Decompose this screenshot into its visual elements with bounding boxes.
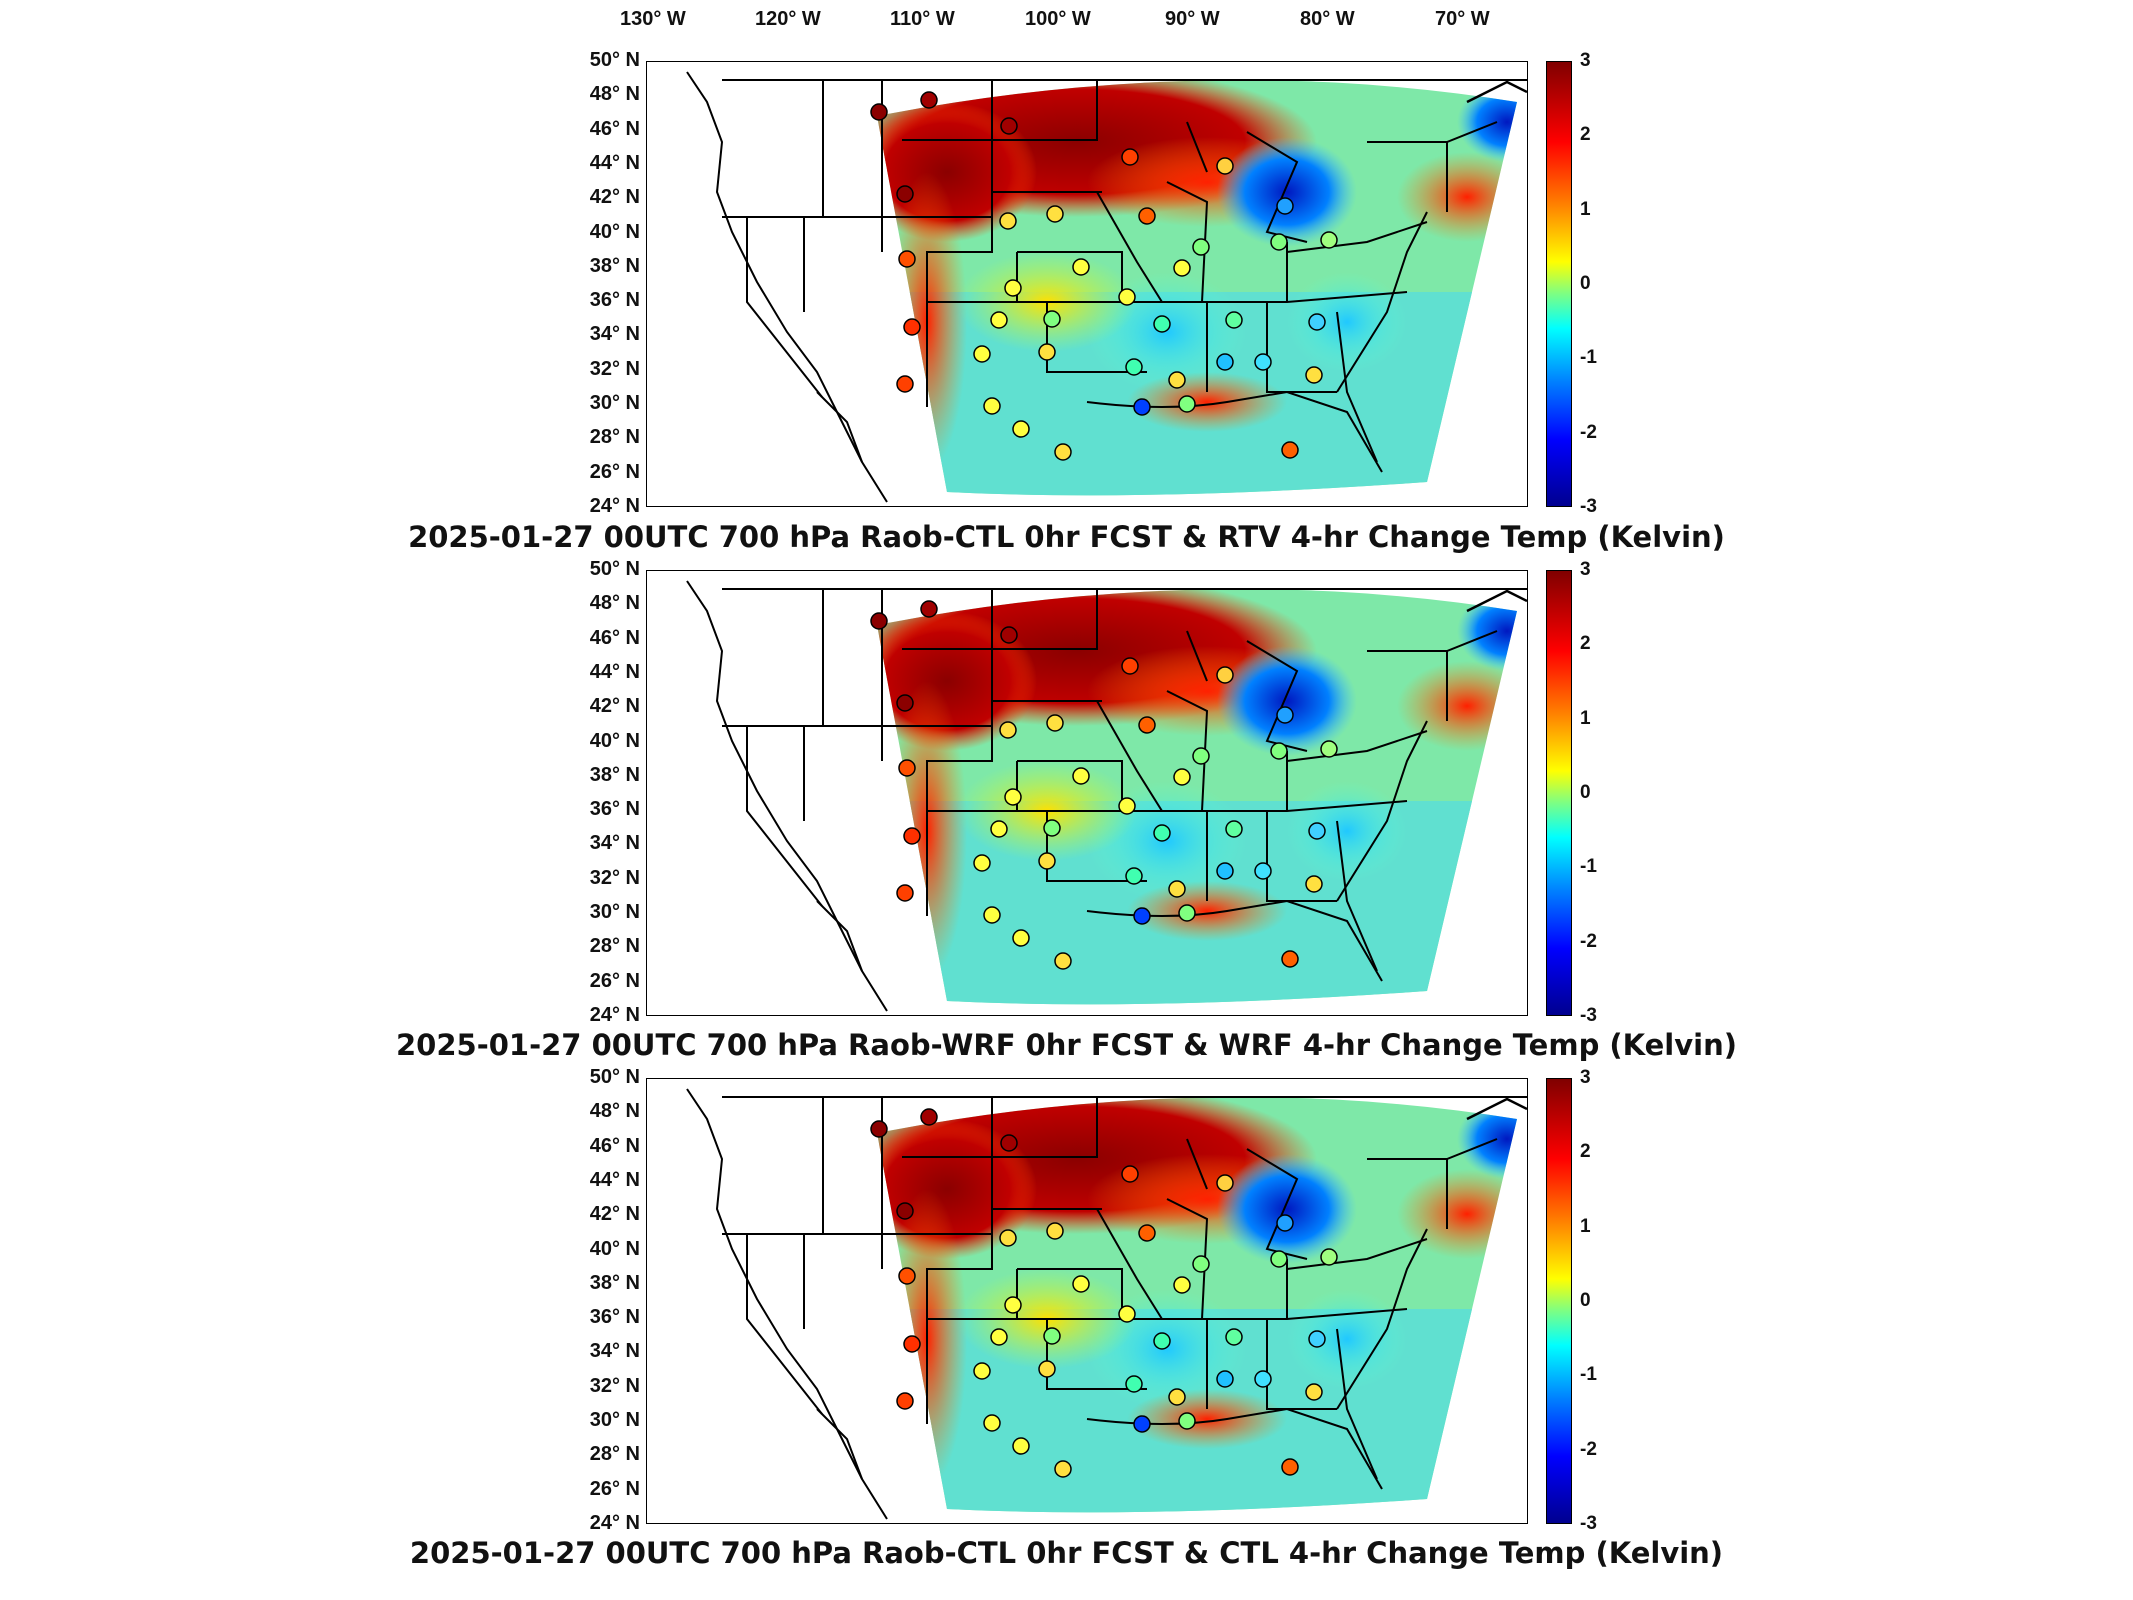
colorbar: [1546, 570, 1572, 1016]
lat-label: 50° N: [589, 49, 640, 71]
lat-label: 28° N: [589, 1443, 640, 1466]
lat-label: 48° N: [589, 83, 640, 106]
lat-label: 34° N: [589, 1340, 640, 1363]
lat-label: 26° N: [589, 969, 640, 992]
colorbar-tick-label: 0: [1580, 273, 1591, 294]
lon-label: 80° W: [1300, 8, 1355, 30]
colorbar: [1546, 1078, 1572, 1524]
lat-label: 26° N: [589, 460, 640, 483]
lat-label: 26° N: [589, 1477, 640, 1500]
lat-label: 36° N: [589, 798, 640, 821]
lat-label: 50° N: [589, 1066, 640, 1088]
lon-label: 120° W: [755, 8, 821, 30]
lat-label: 40° N: [589, 729, 640, 752]
lat-label: 42° N: [589, 1203, 640, 1226]
lat-label: 44° N: [589, 151, 640, 174]
colorbar-tick-label: -2: [1580, 1438, 1597, 1460]
lat-label: 24° N: [589, 1512, 640, 1534]
lat-label: 38° N: [589, 763, 640, 786]
colorbar-tick-label: -2: [1580, 930, 1597, 952]
lat-label: 34° N: [589, 832, 640, 855]
lat-label: 24° N: [589, 495, 640, 517]
colorbar-tick-label: 2: [1580, 124, 1591, 146]
map-plot: [646, 570, 1528, 1016]
lat-label: 42° N: [589, 695, 640, 718]
lat-label: 48° N: [589, 1100, 640, 1123]
panel-title: 2025-01-27 00UTC 700 hPa Raob-WRF 0hr FC…: [395, 1028, 1737, 1062]
lat-label: 50° N: [589, 558, 640, 580]
longitude-axis: 130° W 120° W 110° W 100° W 90° W 80° W …: [0, 0, 2133, 40]
lat-label: 30° N: [589, 1409, 640, 1432]
lat-label: 28° N: [589, 426, 640, 449]
colorbar: [1546, 61, 1572, 507]
lon-label: 110° W: [890, 8, 955, 30]
lat-label: 38° N: [589, 254, 640, 277]
colorbar-tick-label: -1: [1580, 856, 1597, 878]
lon-label: 100° W: [1025, 8, 1091, 30]
lat-label: 36° N: [589, 1306, 640, 1329]
colorbar-tick-label: 0: [1580, 1290, 1591, 1311]
colorbar-tick-label: -3: [1580, 496, 1597, 517]
lat-label: 32° N: [589, 357, 640, 380]
colorbar-tick-label: -3: [1580, 1513, 1597, 1534]
lat-label: 30° N: [589, 392, 640, 415]
colorbar-tick-label: -1: [1580, 347, 1597, 369]
colorbar-tick-label: 1: [1580, 707, 1591, 729]
lon-label: 70° W: [1435, 8, 1490, 30]
lat-label: 32° N: [589, 866, 640, 889]
lat-label: 38° N: [589, 1271, 640, 1294]
lon-label: 130° W: [620, 8, 686, 30]
panel-title: 2025-01-27 00UTC 700 hPa Raob-CTL 0hr FC…: [409, 1536, 1724, 1570]
lat-label: 46° N: [589, 117, 640, 140]
lat-label: 46° N: [589, 1134, 640, 1157]
lat-label: 32° N: [589, 1374, 640, 1397]
colorbar-tick-label: 3: [1580, 1067, 1591, 1088]
colorbar-tick-label: -3: [1580, 1005, 1597, 1026]
colorbar-tick-label: 3: [1580, 559, 1591, 580]
lat-label: 40° N: [589, 1237, 640, 1260]
lat-label: 42° N: [589, 186, 640, 209]
lat-label: 46° N: [589, 626, 640, 649]
colorbar-tick-label: -2: [1580, 421, 1597, 443]
colorbar-tick-label: 0: [1580, 782, 1591, 803]
colorbar-tick-label: -1: [1580, 1364, 1597, 1386]
colorbar-tick-label: 2: [1580, 1141, 1591, 1163]
map-plot: [646, 61, 1528, 507]
colorbar-tick-label: 3: [1580, 50, 1591, 71]
colorbar-tick-label: 2: [1580, 633, 1591, 655]
map-plot: [646, 1078, 1528, 1524]
colorbar-tick-label: 1: [1580, 198, 1591, 220]
lon-label: 90° W: [1165, 8, 1220, 30]
lat-label: 30° N: [589, 901, 640, 924]
panel-title: 2025-01-27 00UTC 700 hPa Raob-CTL 0hr FC…: [408, 520, 1725, 554]
lat-label: 34° N: [589, 323, 640, 346]
lat-label: 48° N: [589, 592, 640, 615]
lat-label: 36° N: [589, 289, 640, 312]
lat-label: 28° N: [589, 935, 640, 958]
colorbar-tick-label: 1: [1580, 1215, 1591, 1237]
lat-label: 44° N: [589, 1168, 640, 1191]
lat-label: 40° N: [589, 220, 640, 243]
lat-label: 24° N: [589, 1004, 640, 1026]
lat-label: 44° N: [589, 660, 640, 683]
